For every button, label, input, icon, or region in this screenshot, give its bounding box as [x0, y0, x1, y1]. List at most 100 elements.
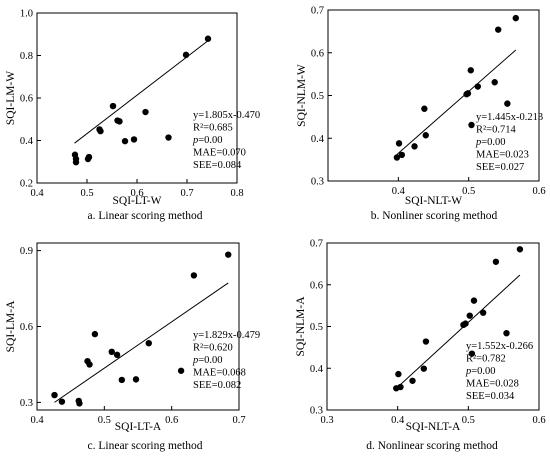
panel-c: 0.4 0.5 0.6 0.7 0.3 0.6 0.9 SQI-LT-A SQI-LM-A c. …	[5, 242, 260, 452]
data-point	[492, 258, 500, 265]
y-axis-label: SQI-NLM-A	[295, 296, 307, 357]
y-tick-label: 0.6	[310, 280, 323, 291]
data-point	[91, 330, 99, 338]
data-point	[130, 136, 138, 143]
data-point	[190, 272, 198, 279]
stats-line: p=0.00	[475, 137, 506, 148]
stats-line: SEE=0.027	[476, 162, 524, 173]
x-tick-label: 0.5	[80, 188, 93, 199]
data-point	[398, 151, 406, 159]
data-point	[177, 367, 185, 374]
y-tick-label: 0.5	[310, 322, 323, 333]
x-axis-label: SQI-LT-W	[113, 195, 162, 207]
x-tick-label: 0.4	[30, 415, 44, 426]
stats-line: MAE=0.068	[193, 368, 246, 379]
data-point	[470, 297, 478, 304]
data-point	[516, 246, 524, 253]
data-point	[411, 143, 418, 150]
stats-line: R²=0.685	[193, 123, 233, 134]
x-tick-label: 0.4	[392, 186, 406, 197]
y-tick-label: 0.7	[310, 239, 323, 250]
x-tick-label: 0.5	[462, 415, 475, 426]
x-tick-label: 0.6	[532, 186, 545, 197]
data-point	[108, 348, 115, 356]
data-point	[422, 338, 430, 345]
stats-line: SEE=0.084	[193, 160, 242, 171]
y-tick-label: 0.5	[311, 91, 324, 102]
data-point	[113, 351, 121, 359]
x-tick-label: 0.6	[165, 415, 178, 426]
data-point	[504, 100, 511, 107]
data-point	[97, 127, 104, 135]
y-tick-label: 1.0	[20, 9, 33, 20]
stats-line: MAE=0.028	[466, 379, 519, 390]
data-point	[409, 377, 416, 384]
data-point	[109, 102, 117, 110]
data-point	[420, 365, 428, 372]
data-point	[204, 35, 212, 42]
data-point	[182, 51, 190, 59]
data-point	[466, 312, 473, 319]
data-point	[495, 26, 502, 33]
x-tick-label: 0.5	[98, 415, 111, 426]
data-point	[145, 340, 152, 347]
data-point	[85, 153, 93, 161]
regression-line	[396, 49, 517, 155]
data-point	[72, 155, 80, 163]
data-point	[121, 137, 129, 145]
data-point	[512, 14, 519, 22]
data-point	[132, 376, 140, 383]
stats-line: R²=0.714	[476, 125, 516, 136]
stats-line: R²=0.782	[466, 354, 506, 365]
panel-caption: d. Nonlinear scoring method	[366, 440, 498, 452]
x-axis-label: SQI-NLT-A	[406, 421, 461, 433]
data-point	[422, 132, 429, 139]
stats-line: y=1.805x-0.470	[193, 110, 260, 121]
data-point	[479, 309, 487, 316]
data-point	[397, 383, 404, 391]
x-axis-label: SQI-NLT-W	[405, 195, 462, 207]
y-tick-label: 0.6	[20, 322, 33, 333]
y-tick-label: 0.4	[20, 136, 34, 147]
data-point	[491, 79, 498, 86]
data-point	[86, 361, 93, 368]
y-tick-label: 0.3	[310, 406, 323, 417]
data-point	[395, 370, 402, 378]
y-tick-label: 0.4	[311, 134, 325, 145]
data-point	[464, 90, 472, 97]
stats-line: p=0.00	[465, 366, 496, 377]
y-tick-label: 0.3	[311, 177, 324, 188]
regression-line	[395, 274, 521, 389]
stats-line: y=1.552x-0.266	[466, 341, 533, 352]
stats-line: p=0.00	[192, 355, 223, 366]
y-tick-label: 0.7	[311, 6, 324, 17]
y-axis-label: SQI-LM-A	[5, 300, 17, 352]
data-point	[51, 391, 58, 399]
y-axis-label: SQI-LM-W	[5, 71, 17, 125]
regression-line	[54, 282, 229, 403]
stats-line: SEE=0.082	[193, 380, 241, 391]
data-point	[503, 329, 510, 337]
data-point	[462, 320, 469, 327]
panel-caption: a. Linear scoring method	[88, 210, 203, 222]
x-tick-label: 0.3	[320, 415, 333, 426]
y-tick-label: 0.9	[20, 246, 33, 257]
panel-a: 0.4 0.5 0.6 0.7 0.80.20.40.60.81.0SQI-LT-WSQ…	[5, 9, 260, 223]
data-point	[76, 400, 83, 407]
data-point	[393, 154, 401, 161]
data-point	[118, 376, 126, 384]
data-point	[58, 398, 66, 405]
y-tick-label: 0.4	[310, 364, 324, 375]
x-axis-label: SQI-LT-A	[115, 421, 162, 433]
x-tick-label: 0.6	[532, 415, 545, 426]
y-tick-label: 0.2	[20, 179, 33, 190]
stats-line: p=0.00	[192, 135, 223, 146]
data-point	[142, 108, 149, 116]
y-tick-label: 0.8	[20, 51, 33, 62]
y-axis-label: SQI-NLM-W	[296, 64, 308, 127]
x-tick-label: 0.8	[230, 188, 243, 199]
panel-caption: b. Nonliner scoring method	[371, 210, 498, 222]
panel-d: 0.3 0.4 0.5 0.6 0.3 0.4 0.5 0.6 0.7 SQI-NLT-A SQI-…	[295, 239, 546, 453]
data-point	[395, 140, 403, 147]
x-tick-label: 0.7	[232, 415, 245, 426]
